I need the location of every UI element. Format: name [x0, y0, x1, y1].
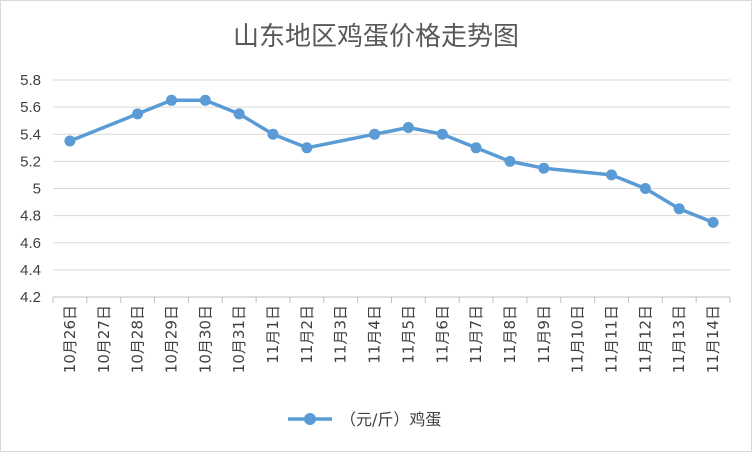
x-tick-label: 10月29日 [162, 305, 180, 373]
x-tick-label: 10月30日 [196, 305, 214, 373]
x-tick-label: 11月3日 [332, 305, 350, 364]
data-point [132, 108, 144, 120]
data-point [436, 128, 448, 140]
data-point [199, 94, 211, 106]
chart-title: 山东地区鸡蛋价格走势图 [233, 22, 519, 52]
legend-label: （元/斤）鸡蛋 [340, 410, 441, 429]
y-tick-label: 5 [33, 181, 41, 198]
data-point [707, 216, 719, 228]
x-axis-ticks: 10月26日 10月27日 10月28日 10月29日 10月30日 10月31日 11月1… [61, 305, 722, 373]
x-tick-label: 10月26日 [61, 305, 79, 373]
y-tick-label: 4.6 [20, 235, 41, 252]
y-tick-label: 5.8 [20, 72, 41, 89]
y-tick-label: 5.4 [20, 126, 41, 143]
x-tick-label: 11月10日 [569, 305, 587, 373]
legend: （元/斤）鸡蛋 [288, 410, 441, 429]
y-tick-label: 4.2 [20, 289, 41, 306]
x-tick-label: 11月12日 [636, 305, 654, 373]
x-tick-label: 11月11日 [603, 305, 621, 373]
x-tick-label: 10月31日 [230, 305, 248, 373]
x-tick-label: 11月2日 [298, 305, 316, 364]
x-tick-label: 11月8日 [501, 305, 519, 364]
y-axis-ticks: 4.2 4.4 4.6 4.8 5 5.2 5.4 5.6 5.8 [20, 72, 41, 306]
x-tick-label: 11月13日 [670, 305, 688, 373]
data-point [673, 203, 685, 215]
data-point [166, 94, 177, 106]
y-tick-label: 4.4 [20, 262, 41, 279]
x-tick-label: 11月9日 [535, 305, 553, 364]
x-tick-label: 11月6日 [433, 305, 451, 364]
x-tick-label: 10月28日 [129, 305, 147, 373]
data-point [470, 142, 482, 154]
x-tick-label: 11月14日 [704, 305, 722, 373]
y-tick-label: 5.2 [20, 153, 41, 170]
data-point [267, 128, 279, 140]
data-point [301, 142, 313, 154]
data-point [369, 128, 381, 140]
x-axis [52, 296, 731, 303]
x-tick-label: 11月4日 [366, 305, 384, 364]
data-point [639, 183, 651, 194]
data-point [538, 162, 550, 174]
x-tick-label: 11月5日 [399, 305, 417, 364]
x-tick-label: 11月7日 [467, 305, 485, 364]
data-point [64, 135, 76, 147]
data-point [233, 108, 245, 120]
data-point [504, 155, 516, 167]
x-tick-label: 10月27日 [95, 305, 113, 373]
data-point [402, 122, 414, 133]
data-point [606, 169, 617, 181]
y-tick-label: 4.8 [20, 208, 41, 225]
gridlines [53, 79, 730, 271]
legend-marker [304, 413, 316, 425]
series [64, 94, 719, 228]
x-tick-label: 11月1日 [264, 305, 282, 364]
y-tick-label: 5.6 [20, 99, 41, 116]
